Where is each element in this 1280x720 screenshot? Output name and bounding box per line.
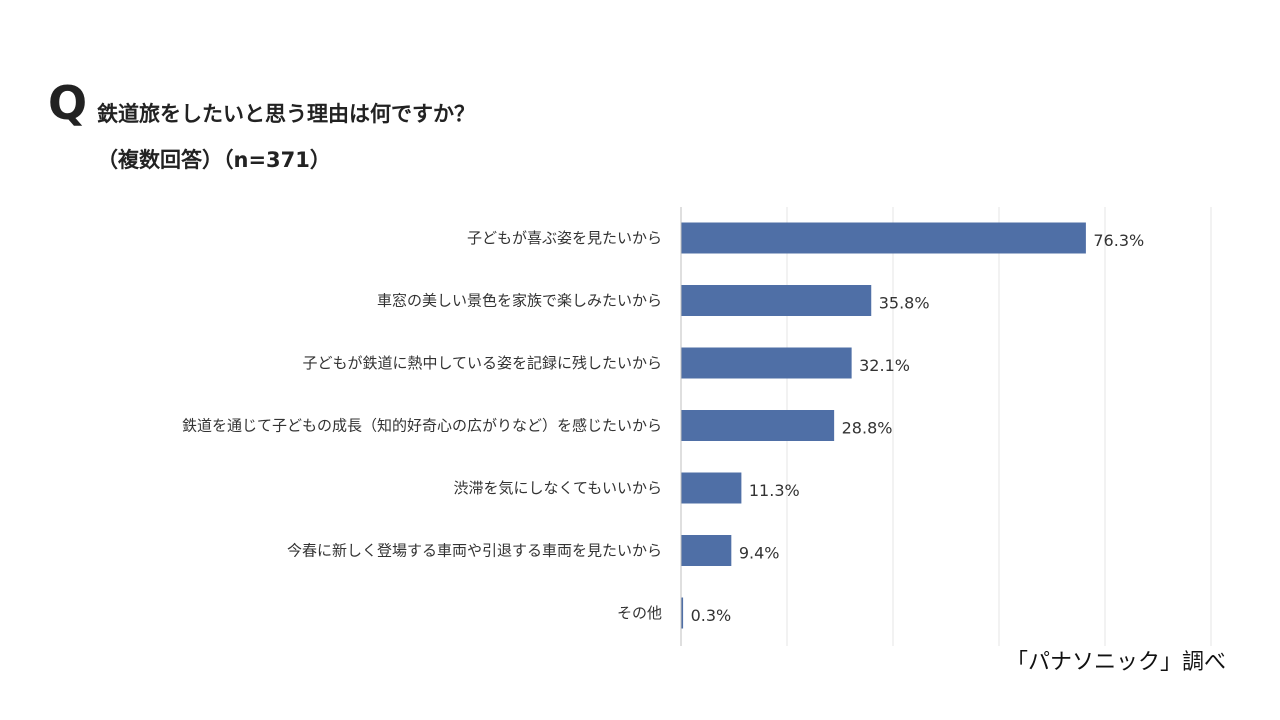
bar [681, 472, 742, 504]
bar [681, 222, 1086, 254]
value-label: 11.3% [749, 481, 800, 500]
category-label: 渋滞を気にしなくてもいいから [453, 479, 662, 497]
bar [681, 597, 684, 629]
question-title: 鉄道旅をしたいと思う理由は何ですか？ [97, 102, 475, 126]
bar [681, 347, 852, 379]
category-label: 車窓の美しい景色を家族で楽しみたいから [377, 292, 662, 310]
question-mark-label: Q [48, 76, 88, 130]
category-label: 子どもが鉄道に熱中している姿を記録に残したいから [302, 354, 662, 372]
question-subtitle: （複数回答）（n=371） [97, 148, 331, 172]
value-label: 28.8% [842, 419, 893, 438]
source-note: 「パナソニック」調べ [1005, 650, 1226, 675]
value-label: 0.3% [691, 606, 732, 625]
bar [681, 535, 732, 566]
value-label: 9.4% [739, 544, 780, 563]
value-label: 35.8% [879, 294, 930, 313]
category-label: 子どもが喜ぶ姿を見たいから [467, 229, 662, 247]
bar [681, 410, 835, 441]
value-label: 32.1% [859, 356, 910, 375]
category-label: 鉄道を通じて子どもの成長（知的好奇心の広がりなど）を感じたいから [182, 417, 662, 435]
category-label: その他 [617, 604, 662, 622]
value-label: 76.3% [1093, 231, 1144, 250]
category-label: 今春に新しく登場する車両や引退する車両を見たいから [287, 542, 662, 560]
bar [681, 285, 872, 316]
